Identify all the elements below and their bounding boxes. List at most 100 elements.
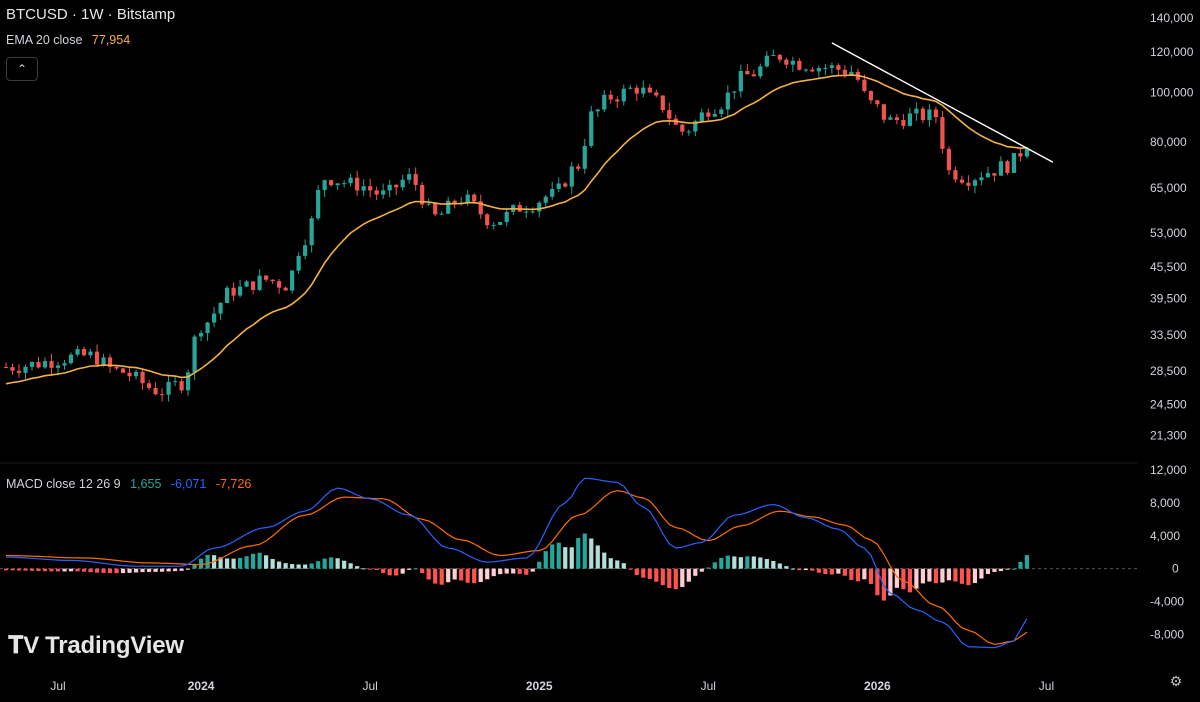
candle[interactable]: [101, 357, 106, 365]
candle[interactable]: [381, 190, 386, 195]
candle[interactable]: [303, 245, 308, 256]
candle[interactable]: [94, 351, 100, 365]
candle[interactable]: [49, 361, 54, 368]
candle[interactable]: [842, 69, 847, 75]
candle[interactable]: [452, 200, 457, 204]
candle[interactable]: [290, 270, 295, 291]
candle[interactable]: [348, 177, 353, 184]
candle[interactable]: [849, 71, 854, 75]
candle[interactable]: [16, 370, 22, 373]
candle[interactable]: [888, 117, 893, 120]
candle[interactable]: [1005, 161, 1010, 173]
candle[interactable]: [582, 145, 587, 169]
candle[interactable]: [589, 111, 594, 146]
candle[interactable]: [771, 54, 776, 56]
candle[interactable]: [224, 287, 230, 304]
candle[interactable]: [719, 109, 724, 114]
candle[interactable]: [979, 177, 984, 181]
candle[interactable]: [251, 281, 256, 290]
candle[interactable]: [244, 281, 249, 287]
candle[interactable]: [361, 186, 366, 191]
candle[interactable]: [901, 120, 906, 126]
candle[interactable]: [777, 54, 782, 60]
candle[interactable]: [133, 371, 139, 377]
candle[interactable]: [608, 94, 613, 100]
candle[interactable]: [621, 88, 626, 102]
candle[interactable]: [420, 184, 425, 205]
candle[interactable]: [784, 59, 789, 65]
candle[interactable]: [491, 224, 496, 226]
candle[interactable]: [615, 99, 620, 102]
candle[interactable]: [439, 213, 444, 215]
candle[interactable]: [185, 372, 191, 391]
candle[interactable]: [595, 109, 600, 112]
candle[interactable]: [465, 194, 470, 203]
candle[interactable]: [211, 313, 217, 323]
candle[interactable]: [699, 112, 704, 122]
candle[interactable]: [309, 218, 314, 246]
trendline[interactable]: [831, 42, 1054, 163]
candle[interactable]: [120, 368, 126, 373]
candle[interactable]: [270, 279, 275, 282]
candle[interactable]: [992, 173, 997, 176]
candle[interactable]: [537, 202, 542, 212]
candle[interactable]: [329, 180, 334, 186]
candle[interactable]: [966, 182, 971, 186]
candle[interactable]: [62, 363, 67, 366]
candle[interactable]: [602, 94, 607, 110]
candle[interactable]: [550, 188, 555, 197]
candle[interactable]: [647, 87, 652, 93]
candle[interactable]: [810, 69, 815, 72]
candle[interactable]: [231, 287, 236, 296]
candle[interactable]: [946, 148, 952, 171]
candle[interactable]: [127, 372, 132, 377]
candle[interactable]: [342, 183, 347, 185]
candle[interactable]: [374, 190, 379, 195]
candle[interactable]: [153, 387, 158, 395]
candle[interactable]: [400, 179, 405, 188]
candle[interactable]: [862, 79, 867, 92]
candle[interactable]: [407, 174, 412, 180]
candle[interactable]: [881, 104, 886, 120]
candle[interactable]: [394, 184, 399, 188]
candle[interactable]: [725, 92, 730, 110]
ema-legend[interactable]: EMA 20 close 77,954: [6, 33, 136, 47]
candle[interactable]: [504, 211, 509, 223]
collapse-legend-button[interactable]: ⌃: [6, 57, 38, 81]
macd-signal-line[interactable]: [5, 489, 1028, 645]
candle[interactable]: [75, 349, 80, 355]
candle[interactable]: [972, 180, 978, 186]
candle[interactable]: [205, 322, 210, 334]
candle[interactable]: [953, 170, 958, 180]
candle[interactable]: [316, 190, 321, 219]
candle[interactable]: [159, 394, 165, 396]
ema-20-line[interactable]: [5, 74, 1027, 385]
candle[interactable]: [107, 357, 113, 367]
candle[interactable]: [563, 183, 568, 187]
candle[interactable]: [667, 110, 672, 119]
candle[interactable]: [914, 108, 919, 114]
candle[interactable]: [198, 333, 204, 337]
candle[interactable]: [68, 354, 74, 364]
candle[interactable]: [478, 201, 483, 215]
candle[interactable]: [1024, 147, 1030, 157]
candle[interactable]: [296, 255, 301, 271]
candle[interactable]: [894, 117, 899, 121]
candle[interactable]: [758, 66, 763, 77]
candle[interactable]: [140, 371, 145, 384]
tradingview-logo[interactable]: 𝐓V TradingView: [8, 632, 184, 660]
candle[interactable]: [264, 275, 269, 280]
candle[interactable]: [641, 87, 646, 94]
candle[interactable]: [797, 60, 802, 70]
candle[interactable]: [998, 161, 1004, 176]
candle[interactable]: [446, 200, 451, 214]
candle[interactable]: [36, 362, 41, 368]
candle[interactable]: [569, 166, 574, 187]
candle[interactable]: [959, 179, 965, 183]
candle[interactable]: [654, 92, 659, 96]
candle[interactable]: [745, 70, 750, 75]
candle[interactable]: [3, 366, 9, 368]
candle[interactable]: [387, 184, 392, 191]
candle[interactable]: [660, 95, 665, 111]
